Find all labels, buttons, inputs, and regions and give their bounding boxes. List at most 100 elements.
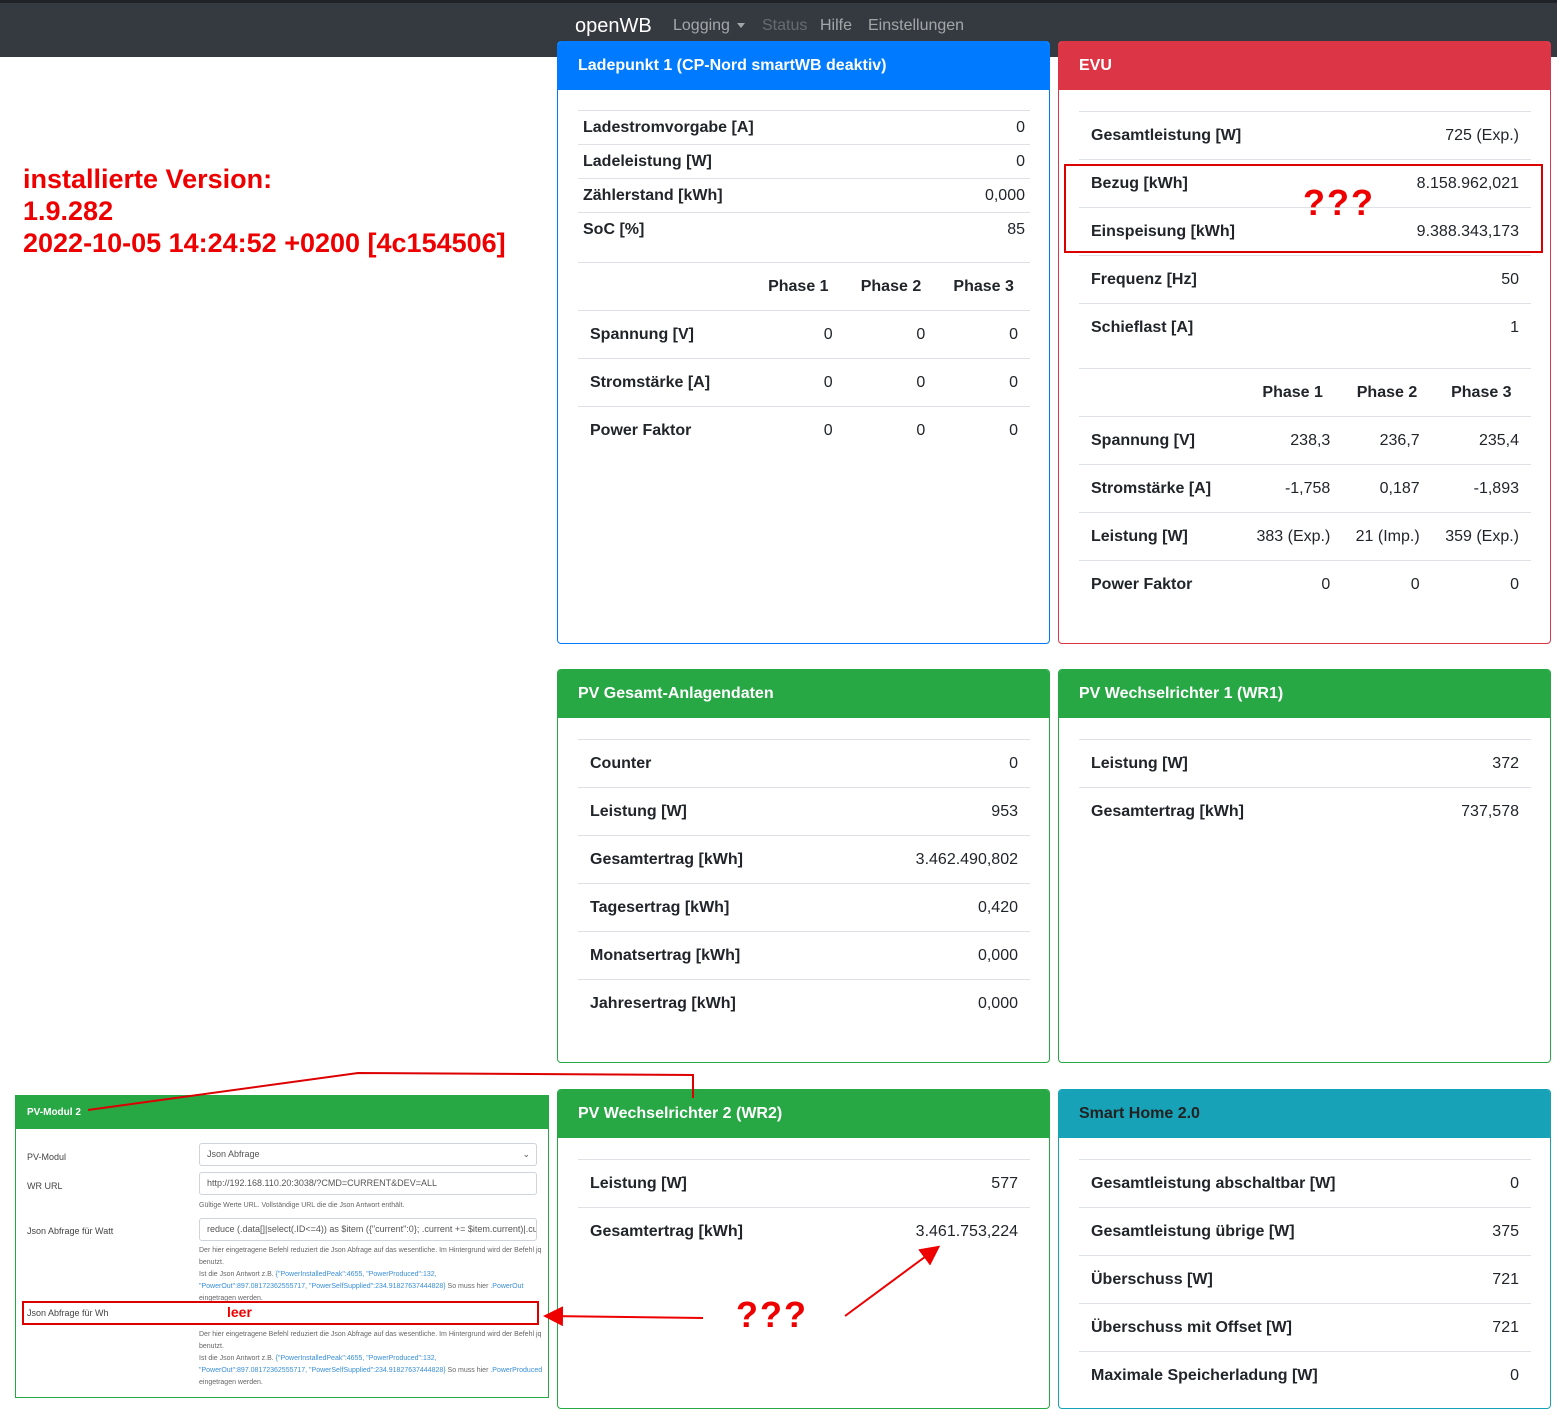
table-row: Ladestromvorgabe [A] 0 (578, 110, 1030, 145)
table-row: Stromstärke [A] -1,758 0,187 -1,893 (1079, 464, 1531, 513)
help-key: .PowerProduced (490, 1367, 543, 1374)
version-line-3: 2022-10-05 14:24:52 +0200 [4c154506] (23, 228, 506, 258)
row-value: 85 (924, 212, 1030, 247)
row-value: 0,000 (841, 931, 1030, 980)
watt-input[interactable]: reduce (.data[]|select(.ID<=4)) as $item… (199, 1218, 537, 1241)
ladepunkt-phase-table: Phase 1 Phase 2 Phase 3 Spannung [V] 0 0 0 … (578, 262, 1030, 455)
version-line-1: installierte Version: (23, 164, 273, 194)
table-row: Leistung [W] 372 (1079, 739, 1531, 788)
row-value: 375 (1459, 1207, 1531, 1256)
table-row: Bezug [kWh] 8.158.962,021 (1079, 159, 1531, 208)
row-label: Bezug [kWh] (1079, 159, 1342, 208)
row-value: 359 (Exp.) (1431, 512, 1531, 561)
table-row: Counter 0 (578, 739, 1030, 788)
help-text: Ist die Json Antwort z.B. (199, 1355, 274, 1362)
row-value: 3.462.490,802 (841, 835, 1030, 884)
question-annotation-bottom: ??? (736, 1294, 808, 1335)
row-value: 21 (Imp.) (1342, 512, 1432, 561)
watt-help-line: Der hier eingetragene Befehl reduziert d… (199, 1247, 542, 1266)
pv-modul-select-value: Json Abfrage (207, 1149, 260, 1159)
row-value: 236,7 (1342, 416, 1432, 465)
row-value: 577 (841, 1159, 1030, 1208)
row-label: Schieflast [A] (1079, 303, 1342, 352)
table-row: Einspeisung [kWh] 9.388.343,173 (1079, 207, 1531, 256)
row-label: Power Faktor (578, 406, 752, 455)
table-row: Jahresertrag [kWh] 0,000 (578, 979, 1030, 1028)
row-label: Überschuss [W] (1079, 1255, 1460, 1304)
row-value: 0 (841, 739, 1030, 788)
pv-modul-title: PV-Modul 2 (16, 1096, 548, 1129)
nav-einstellungen[interactable]: Einstellungen (868, 17, 965, 34)
row-value: 50 (1341, 255, 1531, 304)
help-key: .PowerOut (490, 1283, 524, 1290)
header-phase-1: Phase 1 (1243, 368, 1343, 417)
row-label: Spannung [V] (1079, 416, 1243, 465)
pv-modul-select[interactable]: Json Abfrage ⌄ (199, 1143, 537, 1166)
row-label: Monatsertrag [kWh] (578, 931, 842, 980)
row-value: 1 (1341, 303, 1531, 352)
row-value: 737,578 (1388, 787, 1531, 836)
row-value: 0 (752, 406, 845, 455)
row-label: Gesamtleistung übrige [W] (1079, 1207, 1460, 1256)
header-empty (578, 262, 752, 311)
wh-help: Der hier eingetragene Befehl reduziert d… (199, 1329, 544, 1389)
card-smarthome: Smart Home 2.0 Gesamtleistung abschaltba… (1058, 1089, 1551, 1409)
table-row: Ladeleistung [W] 0 (578, 144, 1030, 179)
pv-modul-settings-panel: PV-Modul 2 PV-Modul Json Abfrage ⌄ WR UR… (15, 1095, 549, 1398)
wr-url-input[interactable]: http://192.168.110.20:3038/?CMD=CURRENT&… (199, 1172, 537, 1195)
wh-value-annotation: leer (227, 1304, 252, 1320)
wr1-table: Leistung [W] 372 Gesamtertrag [kWh] 737,57… (1079, 739, 1531, 836)
table-row: Gesamtertrag [kWh] 3.461.753,224 (578, 1207, 1030, 1256)
row-label: Überschuss mit Offset [W] (1079, 1303, 1460, 1352)
table-row: Stromstärke [A] 0 0 0 (578, 358, 1030, 407)
pv-gesamt-table: Counter 0 Leistung [W] 953 Gesamtertrag [k… (578, 739, 1030, 1028)
row-label: Spannung [V] (578, 310, 752, 359)
brand-logo[interactable]: openWB (575, 15, 652, 37)
row-value: 0 (937, 310, 1030, 359)
table-row: Gesamtleistung [W] 725 (Exp.) (1079, 111, 1531, 160)
row-value: 0 (752, 358, 845, 407)
table-row: Power Faktor 0 0 0 (1079, 560, 1531, 609)
nav-hilfe[interactable]: Hilfe (820, 17, 853, 34)
table-row: Frequenz [Hz] 50 (1079, 255, 1531, 304)
card-pv-gesamt-title: PV Gesamt-Anlagendaten (558, 670, 1049, 718)
row-value: -1,758 (1243, 464, 1343, 513)
card-evu-title: EVU (1059, 42, 1550, 90)
table-row: SoC [%] 85 (578, 212, 1030, 247)
row-value: 721 (1459, 1303, 1531, 1352)
help-json-example: {"PowerInstalledPeak":4655, "PowerProduc… (199, 1355, 446, 1374)
row-value: 235,4 (1431, 416, 1531, 465)
highlight-box-bezug-einspeisung (1064, 164, 1543, 253)
help-text: So muss hier (447, 1367, 489, 1374)
table-row: Leistung [W] 953 (578, 787, 1030, 836)
card-evu: EVU Gesamtleistung [W] 725 (Exp.) Bezug [… (1058, 41, 1551, 644)
table-row: Monatsertrag [kWh] 0,000 (578, 931, 1030, 980)
header-phase-2: Phase 2 (1342, 368, 1432, 417)
table-row: Gesamtleistung abschaltbar [W] 0 (1079, 1159, 1531, 1208)
row-value: -1,893 (1431, 464, 1531, 513)
watt-label: Json Abfrage für Watt (27, 1226, 114, 1236)
row-value: 0 (924, 110, 1030, 145)
row-value: 0,000 (841, 979, 1030, 1028)
row-value: 0,420 (841, 883, 1030, 932)
table-row: Tagesertrag [kWh] 0,420 (578, 883, 1030, 932)
row-label: Tagesertrag [kWh] (578, 883, 842, 932)
row-label: Zählerstand [kWh] (578, 178, 925, 213)
row-label: Leistung [W] (1079, 739, 1389, 788)
row-label: Gesamtertrag [kWh] (1079, 787, 1389, 836)
row-label: Gesamtleistung [W] (1079, 111, 1342, 160)
watt-help: Der hier eingetragene Befehl reduziert d… (199, 1245, 544, 1305)
wr-url-help: Gültige Werte URL. Vollständige URL die … (199, 1202, 405, 1209)
caret-down-icon (736, 23, 745, 29)
row-value: 0 (1459, 1351, 1531, 1400)
row-label: Stromstärke [A] (1079, 464, 1243, 513)
row-value: 953 (841, 787, 1030, 836)
row-value: 721 (1459, 1255, 1531, 1304)
row-value: 9.388.343,173 (1341, 207, 1531, 256)
nav-logging-dropdown[interactable]: Logging (673, 17, 745, 35)
row-label: Stromstärke [A] (578, 358, 752, 407)
nav-logging-label: Logging (673, 17, 730, 34)
table-row: Leistung [W] 383 (Exp.) 21 (Imp.) 359 (Exp.… (1079, 512, 1531, 561)
wh-help-example: Ist die Json Antwort z.B. {"PowerInstall… (199, 1353, 544, 1389)
row-value: 0 (844, 358, 938, 407)
